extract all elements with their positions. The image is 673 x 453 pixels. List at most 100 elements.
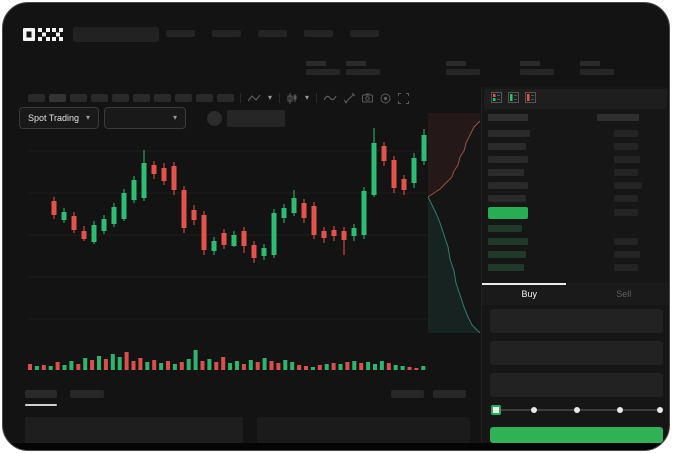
bid-amount-placeholder[interactable]	[614, 251, 640, 258]
active-trade-tab-indicator	[482, 283, 566, 285]
interval-button[interactable]	[49, 94, 66, 102]
volume-bar	[352, 361, 357, 370]
interval-button[interactable]	[154, 94, 171, 102]
interval-buttons	[28, 94, 234, 102]
amount-slider[interactable]	[491, 403, 663, 417]
volume-bar	[200, 361, 205, 370]
volume-bar	[124, 352, 129, 370]
candle-body	[411, 158, 417, 183]
ask-amount-placeholder[interactable]	[614, 182, 642, 189]
bid-price-placeholder[interactable]	[488, 225, 522, 232]
okx-logo[interactable]	[23, 28, 63, 41]
depth-bids-area	[428, 197, 480, 333]
bottom-tab-history[interactable]	[70, 390, 104, 398]
line-style-icon[interactable]	[248, 94, 261, 103]
bottom-action-placeholder[interactable]	[433, 390, 466, 398]
ask-price-placeholder[interactable]	[488, 130, 530, 137]
price-row-amount-placeholder[interactable]	[614, 209, 638, 216]
buy-submit-button[interactable]	[490, 427, 663, 443]
market-type-dropdown[interactable]: Spot Trading ▾	[19, 107, 99, 129]
ask-price-placeholder[interactable]	[488, 195, 526, 202]
volume-bar	[103, 359, 108, 370]
tab-buy[interactable]: Buy	[521, 289, 537, 299]
ask-amount-placeholder[interactable]	[614, 143, 638, 150]
interval-button[interactable]	[175, 94, 192, 102]
book-both-icon[interactable]	[491, 90, 502, 108]
interval-button[interactable]	[91, 94, 108, 102]
ask-price-placeholder[interactable]	[488, 182, 528, 189]
stat-group	[580, 61, 614, 75]
volume-bar	[331, 363, 336, 370]
candle-style-icon[interactable]	[287, 92, 298, 104]
interval-button[interactable]	[217, 94, 234, 102]
candle-body	[211, 241, 217, 251]
interval-button[interactable]	[70, 94, 87, 102]
ask-price-placeholder[interactable]	[488, 156, 528, 163]
volume-bar	[97, 356, 101, 370]
interval-button[interactable]	[28, 94, 45, 102]
ask-amount-placeholder[interactable]	[614, 130, 638, 137]
stat-value-placeholder	[580, 69, 614, 75]
fullscreen-icon[interactable]	[398, 92, 410, 104]
candle-body	[61, 212, 67, 220]
order-input-placeholder[interactable]	[490, 373, 663, 397]
ask-amount-placeholder[interactable]	[614, 195, 638, 202]
stat-label-placeholder	[306, 61, 326, 66]
ask-price-placeholder[interactable]	[488, 169, 524, 176]
nav-item-placeholder[interactable]	[350, 30, 379, 37]
volume-bar	[41, 365, 46, 370]
slider-stop-dot[interactable]	[657, 407, 663, 413]
book-bids-icon[interactable]	[508, 90, 519, 108]
volume-bar	[28, 364, 32, 370]
nav-item-placeholder[interactable]	[212, 30, 241, 37]
stat-group	[520, 61, 554, 75]
interval-button[interactable]	[196, 94, 213, 102]
candle-body	[261, 248, 267, 256]
nav-item-placeholder[interactable]	[166, 30, 195, 37]
book-asks-icon[interactable]	[525, 90, 536, 108]
order-input-placeholder[interactable]	[490, 309, 663, 333]
volume-bar	[338, 364, 343, 370]
bid-price-placeholder[interactable]	[488, 264, 524, 271]
candle-body	[111, 207, 117, 224]
ask-amount-placeholder[interactable]	[614, 156, 640, 163]
order-input-placeholder[interactable]	[490, 341, 663, 365]
candle-body	[231, 235, 237, 246]
ob-header-amount[interactable]	[597, 114, 639, 121]
bid-amount-placeholder[interactable]	[614, 238, 638, 245]
slider-handle[interactable]	[491, 405, 501, 415]
volume-bar	[172, 364, 177, 370]
interval-button[interactable]	[133, 94, 150, 102]
slider-stop-dot[interactable]	[617, 407, 623, 413]
depth-chart[interactable]	[428, 113, 480, 333]
bid-price-placeholder[interactable]	[488, 238, 528, 245]
pair-dropdown[interactable]: ▾	[104, 107, 186, 129]
settings-icon[interactable]	[380, 93, 391, 104]
top-nav	[3, 3, 669, 51]
interval-button[interactable]	[112, 94, 129, 102]
slider-stop-dot[interactable]	[531, 407, 537, 413]
ask-amount-placeholder[interactable]	[614, 169, 638, 176]
stat-group	[446, 61, 480, 75]
bid-amount-placeholder[interactable]	[614, 264, 638, 271]
nav-item-placeholder[interactable]	[304, 30, 333, 37]
indicator-icon[interactable]	[324, 94, 337, 102]
last-price-highlight[interactable]	[488, 207, 528, 219]
nav-item-placeholder[interactable]	[258, 30, 287, 37]
bottom-tab-orders[interactable]	[25, 390, 57, 398]
search-input[interactable]	[73, 27, 159, 42]
candlestick-chart[interactable]	[27, 113, 427, 333]
caret-down-icon[interactable]: ▾	[305, 93, 310, 102]
caret-down-icon[interactable]: ▾	[268, 93, 273, 102]
camera-icon[interactable]	[362, 93, 374, 103]
ob-header-price[interactable]	[488, 114, 528, 121]
ask-price-placeholder[interactable]	[488, 143, 526, 150]
volume-chart[interactable]	[27, 341, 427, 371]
volume-bar	[131, 361, 136, 370]
bottom-action-placeholder[interactable]	[391, 390, 424, 398]
bid-price-placeholder[interactable]	[488, 251, 526, 258]
slider-stop-dot[interactable]	[574, 407, 580, 413]
tab-sell[interactable]: Sell	[616, 289, 632, 299]
volume-bar	[414, 368, 419, 370]
measure-icon[interactable]	[344, 92, 356, 104]
